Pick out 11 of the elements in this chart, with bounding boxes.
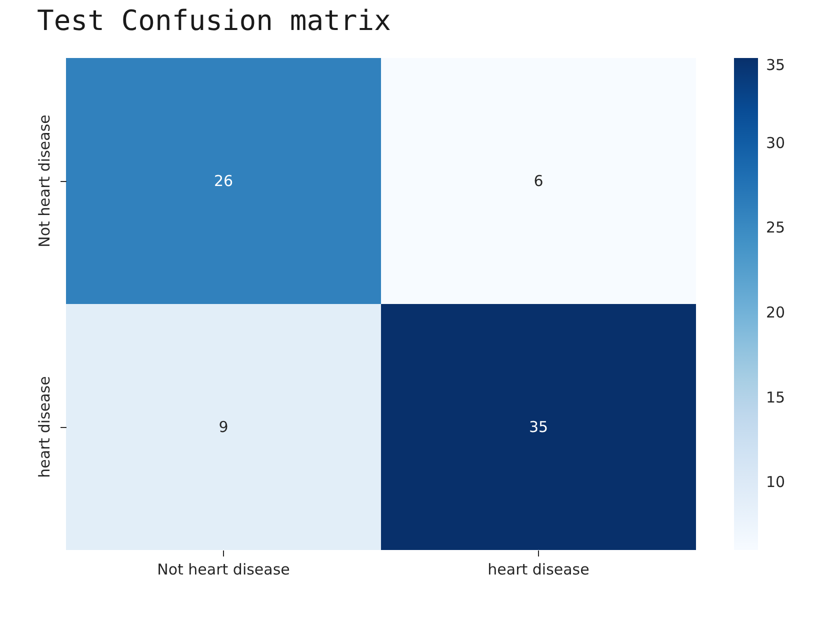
data-label: 6 [534,172,544,190]
color-bar-label: 15 [766,388,786,406]
color-bar-label: 20 [766,303,786,322]
data-label: 26 [214,172,234,190]
chart-title: Test Confusion matrix [37,4,392,37]
color-bar-label: 35 [766,56,786,74]
data-label: 35 [528,418,548,436]
color-bar-label: 10 [766,473,786,492]
color-bar-label: 25 [766,218,786,237]
color-bar-label: 30 [766,134,786,152]
data-label: 9 [218,418,228,436]
